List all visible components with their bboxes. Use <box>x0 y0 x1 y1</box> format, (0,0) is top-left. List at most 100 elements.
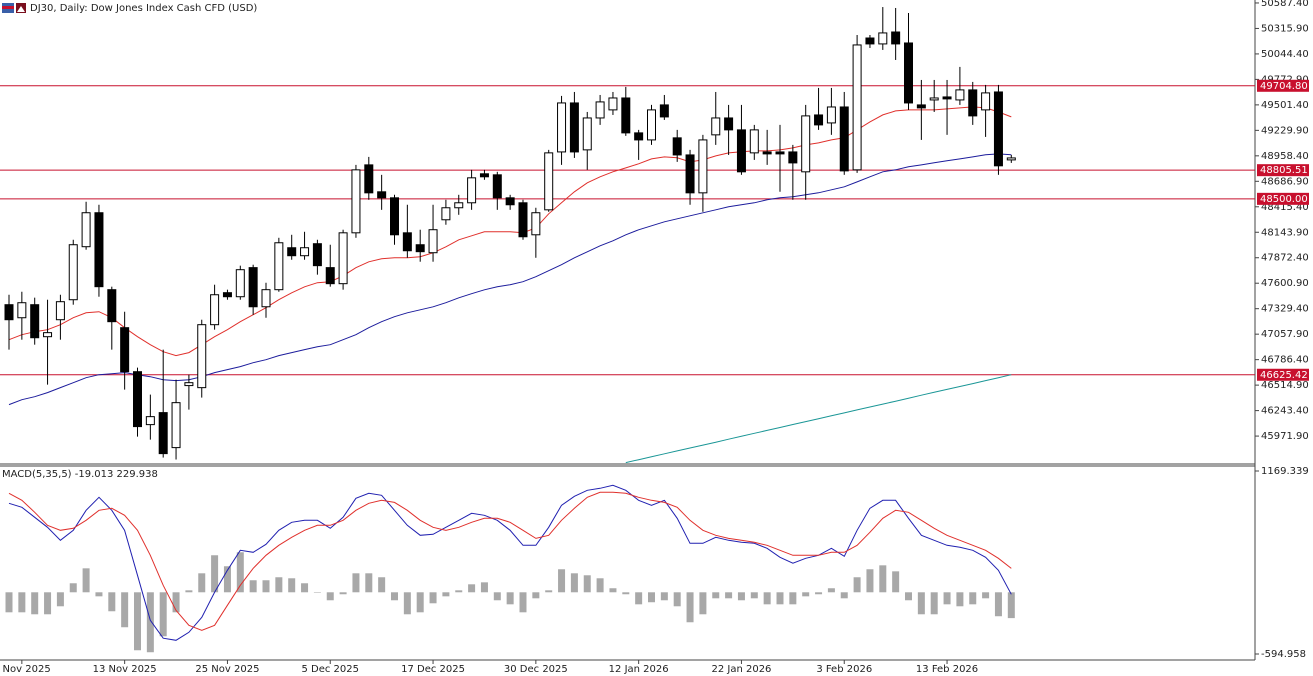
histogram-bar <box>468 584 476 593</box>
indicator-line <box>8 484 1012 641</box>
candle-body <box>878 32 888 45</box>
histogram-bar <box>545 590 553 593</box>
candle-body <box>711 117 721 136</box>
candle-body <box>531 212 541 236</box>
histogram-bar <box>686 592 694 623</box>
x-tick-label: 13 Nov 2025 <box>93 664 157 675</box>
candle-body <box>993 91 1003 167</box>
candle-body <box>955 89 965 101</box>
histogram-bar <box>391 592 398 601</box>
candle-body <box>171 402 181 449</box>
line-group <box>625 374 1012 463</box>
histogram-bar <box>198 573 206 593</box>
histogram-bar <box>275 577 283 593</box>
histogram-bar <box>95 592 103 597</box>
candle-body <box>120 327 130 373</box>
x-tick-label: 22 Jan 2026 <box>711 664 771 675</box>
candle-body <box>981 92 991 111</box>
symbol-icon <box>2 3 26 13</box>
histogram-bar <box>1007 592 1015 619</box>
histogram-bar <box>108 592 116 612</box>
candle-body <box>133 371 142 428</box>
candle-body <box>775 151 785 155</box>
price-label: 48805.51 <box>1260 165 1308 176</box>
histogram-bar <box>635 592 643 605</box>
indicator-title: MACD(5,35,5) -19.013 229.938 <box>2 469 158 480</box>
y-tick-label: 46243.40 <box>1261 406 1309 417</box>
candle-body <box>634 132 644 141</box>
candle-body <box>724 117 734 131</box>
histogram-bar <box>583 575 591 593</box>
candle-body <box>441 207 451 221</box>
candle-body <box>698 139 708 194</box>
price-label: 48500.00 <box>1260 194 1308 205</box>
candle-body <box>43 332 53 338</box>
histogram-bar <box>236 552 244 593</box>
histogram-bar <box>673 592 681 607</box>
x-tick-label: 17 Dec 2025 <box>401 664 465 675</box>
histogram-bar <box>815 592 823 595</box>
price-label-box <box>1257 79 1309 92</box>
x-tick-label: 3 Feb 2026 <box>816 664 872 675</box>
candle-body <box>492 174 502 199</box>
histogram-bar <box>917 592 925 615</box>
y-tick-label: 46786.40 <box>1261 355 1309 366</box>
y-tick-label: 49229.90 <box>1261 125 1309 136</box>
histogram-bar <box>365 573 373 593</box>
candle-body <box>338 232 348 285</box>
y-tick-label: 48958.40 <box>1261 151 1309 162</box>
histogram-bar <box>905 592 912 601</box>
candle-body <box>454 202 464 209</box>
histogram-bar <box>352 573 360 593</box>
candle-body <box>505 197 515 206</box>
histogram-bar <box>570 573 578 593</box>
histogram-bar <box>262 580 270 593</box>
candle-body <box>916 104 926 109</box>
histogram-bar <box>18 592 26 613</box>
histogram-bar <box>442 592 450 597</box>
histogram-bar <box>737 592 745 601</box>
histogram-bar <box>982 592 990 599</box>
histogram-bar <box>82 568 90 593</box>
candle-body <box>814 114 824 126</box>
price-label-box <box>1257 164 1309 177</box>
histogram-bar <box>249 580 257 593</box>
candle-body <box>415 244 425 253</box>
histogram-bar <box>31 592 39 615</box>
histogram-bar <box>519 592 527 613</box>
candle-body <box>261 289 271 308</box>
candle-body <box>621 97 631 134</box>
histogram-bar <box>892 571 900 593</box>
icon-part <box>2 6 14 9</box>
histogram-bar <box>712 592 720 599</box>
histogram-bar <box>211 555 219 593</box>
histogram-bar <box>288 578 296 593</box>
candle-body <box>17 302 27 319</box>
histogram-bar <box>840 592 848 599</box>
candle-body <box>1006 157 1016 161</box>
histogram-bar <box>609 588 617 593</box>
histogram-bar <box>455 590 463 593</box>
histogram-bar <box>866 569 874 593</box>
histogram-bar <box>493 592 501 601</box>
candle-body <box>518 202 528 238</box>
histogram-bar <box>994 592 1002 617</box>
histogram-bar <box>648 592 655 603</box>
histogram-bar <box>622 592 630 595</box>
candle-body <box>942 96 952 100</box>
candle-body <box>479 173 489 178</box>
candle-body <box>904 42 913 104</box>
histogram-bar <box>930 592 938 615</box>
price-label-box <box>1257 192 1309 205</box>
candle-body <box>94 212 104 288</box>
candle-body <box>749 129 759 154</box>
candle-body <box>4 304 14 321</box>
histogram-bar <box>301 583 309 593</box>
histogram-bar <box>223 566 231 593</box>
histogram-bar <box>339 592 347 595</box>
y-tick-label: 47872.40 <box>1261 253 1309 264</box>
histogram-bar <box>69 583 77 593</box>
histogram-bar <box>802 592 810 597</box>
y-tick-label: 50044.40 <box>1261 49 1309 60</box>
